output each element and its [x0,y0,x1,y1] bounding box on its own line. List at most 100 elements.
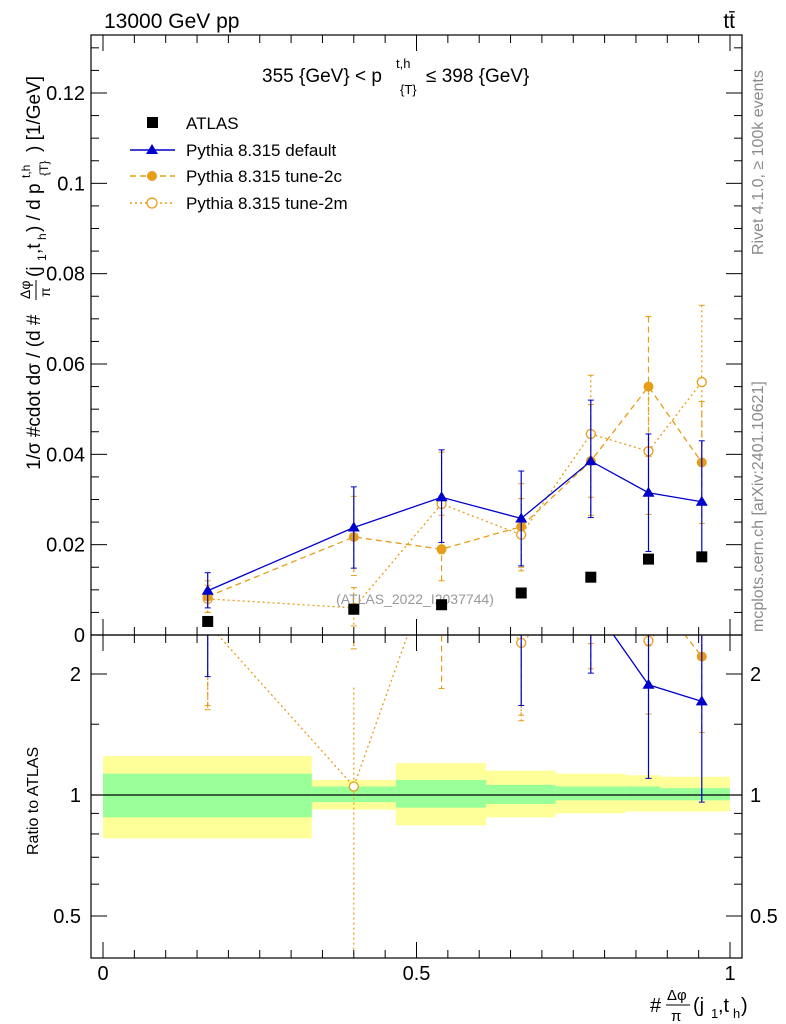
ratio-point-tune-2c-4 [586,598,596,608]
svg-text:{T}: {T} [37,161,51,176]
xtick-label-2: 1 [724,963,735,985]
xtick-label-0: 0 [97,963,108,985]
ratio-ytick-label-left-0: 0.5 [53,906,81,928]
main-ytick-label-2: 0.04 [46,444,85,466]
ratio-band-green-3 [486,784,556,804]
atlas-point-5 [642,553,654,565]
main-ytick-label-5: 0.1 [57,173,85,195]
ratio-point-tune-2c-5 [643,583,653,593]
svg-text:{T}: {T} [400,82,417,97]
svg-text:1: 1 [711,1006,718,1021]
ratio-point-default-4 [585,597,597,607]
series-line-1 [207,460,702,592]
svg-text:π: π [671,1008,681,1024]
legend: ATLAS Pythia 8.315 default Pythia 8.315 … [130,114,348,213]
main-ytick-label-1: 0.02 [46,535,85,557]
series-line-2 [207,385,703,598]
ratio-y-axis-title: Ratio to ATLAS [25,747,42,855]
series-point-1-1 [347,521,360,532]
svg-text:1/σ #cdot dσ / (d #: 1/σ #cdot dσ / (d # [24,314,45,470]
series-line-3 [207,381,703,609]
svg-text:t,h: t,h [19,165,33,178]
series-point-2-2 [436,544,447,555]
atlas-point-1 [348,603,360,615]
ratio-line-tune-2m [217,635,656,788]
legend-label-atlas: ATLAS [186,114,239,133]
ratio-point-tune-2c-3 [516,625,526,635]
svg-text:Δφ: Δφ [17,281,33,299]
ratio-point-default-5 [642,678,655,689]
ratio-ytick-label-left-1: 1 [70,785,81,807]
svg-text:) [1/GeV]: ) [1/GeV] [24,76,45,152]
ratio-band-green-5 [625,786,661,801]
analysis-watermark: (ATLAS_2022_I2037744) [336,591,494,607]
svg-text:,t: ,t [24,243,45,254]
series-point-1-3 [515,512,528,523]
ratio-point-tune-2m-6 [697,585,706,594]
main-ytick-label-4: 0.08 [46,264,85,286]
ratio-bands [103,756,730,839]
atlas-point-2 [436,599,448,611]
svg-text:(j: (j [693,995,704,1017]
svg-text:Δφ: Δφ [667,987,687,1004]
legend-label-tune2c: Pythia 8.315 tune-2c [186,167,342,186]
ratio-line-tune-2c [684,635,703,657]
rivet-version-label: Rivet 4.1.0, ≥ 100k events [750,70,767,255]
svg-text:h: h [35,233,49,240]
atlas-point-0 [202,615,214,627]
header-energy-label: 13000 GeV pp [104,10,239,33]
series-point-1-2 [435,491,448,502]
svg-text:): ) [741,995,748,1017]
svg-text:1: 1 [35,254,49,261]
legend-marker-tune2c [147,171,157,181]
svg-text:) / d p: ) / d p [24,183,45,232]
svg-text:h: h [733,1006,740,1021]
svg-text:,t: ,t [718,995,730,1017]
ratio-line-default [612,635,702,702]
series-point-3-6 [696,376,707,388]
y-axis-title: 1/σ #cdot dσ / (d # Δφ π (j 1 ,t h ) / d… [17,76,53,470]
plot-title: 355 {GeV} < p t,h {T} ≤ 398 {GeV} [262,56,529,97]
x-axis-title: # Δφ π (j 1 ,t h ) [650,987,748,1024]
ratio-point-default-6 [695,695,708,706]
ratio-ytick-label-left-2: 2 [70,664,81,686]
legend-label-tune2m: Pythia 8.315 tune-2m [186,194,348,213]
main-plot: 0 0.02 0.04 0.06 0.08 0.1 0.12 [46,34,743,647]
legend-marker-default [146,144,158,154]
svg-text:π: π [37,287,53,297]
atlas-point-3 [515,587,527,599]
mcplots-label: mcplots.cern.ch [arXiv:2401.10621] [750,381,767,632]
series-point-1-4 [584,455,597,466]
main-ytick-label-0: 0 [74,625,85,647]
svg-text:355 {GeV} < p: 355 {GeV} < p [262,66,382,87]
legend-label-default: Pythia 8.315 default [186,141,337,160]
legend-marker-tune2m [146,197,158,209]
series-point-2-5 [643,381,654,392]
atlas-point-6 [696,551,708,563]
svg-text:#: # [650,995,662,1017]
series-point-1-0 [201,584,214,595]
series-point-1-5 [642,486,655,497]
main-ytick-label-3: 0.06 [46,354,85,376]
main-ytick-label-6: 0.12 [46,83,85,105]
ratio-point-tune-2m-1 [348,781,359,792]
ratio-band-green-2 [395,779,487,808]
svg-text:(j: (j [24,266,45,277]
series-point-1-6 [695,495,708,506]
xtick-label-1: 0.5 [403,963,431,985]
legend-marker-atlas [147,117,158,128]
ratio-series [204,583,708,958]
ratio-ytick-label-right-1: 1 [750,785,761,807]
svg-text:t,h: t,h [396,56,410,71]
ratio-plot: 0 0.5 1 0.5 0.5 1 1 2 2 [53,583,778,985]
ratio-ytick-label-right-2: 2 [750,664,761,686]
header-process-label: tt̄ [723,10,735,33]
ratio-band-green-6 [660,788,730,801]
main-series [201,304,708,627]
ratio-band-green-4 [555,786,626,801]
atlas-point-4 [585,571,597,583]
ratio-ytick-label-right-0: 0.5 [750,906,778,928]
ratio-point-default-3 [515,611,527,621]
svg-text:≤ 398 {GeV}: ≤ 398 {GeV} [426,66,529,87]
